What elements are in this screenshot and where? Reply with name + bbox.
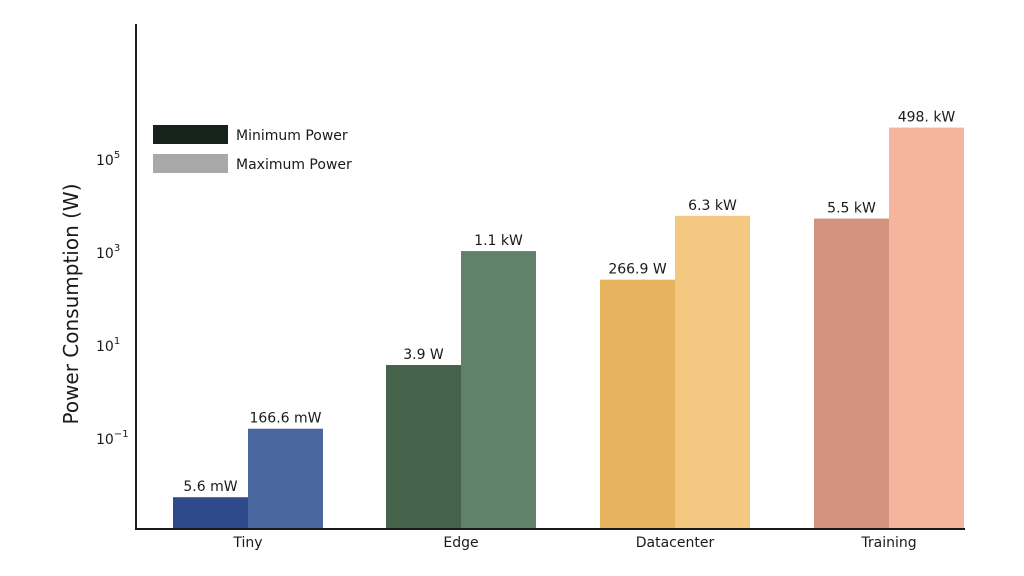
y-tick-label: 103 — [96, 243, 120, 262]
bar-datacenter-min — [600, 279, 675, 529]
y-tick-labels: 105 103 101 10−1 — [96, 150, 129, 448]
value-label-datacenter-min: 266.9 W — [608, 262, 667, 278]
value-label-training-max: 498. kW — [898, 110, 956, 126]
bar-tiny-min — [173, 497, 248, 529]
y-tick-label: 10−1 — [96, 429, 129, 448]
bar-datacenter-max — [675, 215, 750, 529]
value-label-datacenter-max: 6.3 kW — [688, 198, 737, 214]
bar-training-max — [889, 127, 964, 530]
y-tick-label: 101 — [96, 336, 120, 355]
value-labels-group: 5.6 mW 166.6 mW 3.9 W 1.1 kW 266.9 W 6.3 kW 5.… — [183, 110, 955, 496]
y-tick-label: 105 — [96, 150, 120, 169]
x-tick-labels: Tiny Edge Datacenter Training — [232, 535, 916, 551]
legend-label-maximum: Maximum Power — [236, 157, 352, 173]
legend-swatch-maximum — [153, 154, 228, 173]
bar-edge-min — [386, 365, 461, 529]
x-tick-label-edge: Edge — [443, 535, 478, 551]
bar-training-min — [814, 218, 889, 530]
x-tick-label-datacenter: Datacenter — [636, 535, 715, 551]
x-tick-label-training: Training — [860, 535, 916, 551]
value-label-tiny-min: 5.6 mW — [183, 479, 237, 495]
bar-tiny-max — [248, 428, 323, 529]
x-tick-label-tiny: Tiny — [232, 535, 262, 551]
bars-group — [173, 127, 964, 530]
value-label-training-min: 5.5 kW — [827, 201, 876, 217]
legend: Minimum Power Maximum Power — [153, 125, 352, 173]
value-label-edge-max: 1.1 kW — [474, 233, 523, 249]
legend-label-minimum: Minimum Power — [236, 128, 348, 144]
value-label-edge-min: 3.9 W — [403, 347, 444, 363]
legend-swatch-minimum — [153, 125, 228, 144]
y-axis-title: Power Consumption (W) — [59, 183, 83, 424]
value-label-tiny-max: 166.6 mW — [249, 411, 321, 427]
bar-edge-max — [461, 251, 536, 529]
